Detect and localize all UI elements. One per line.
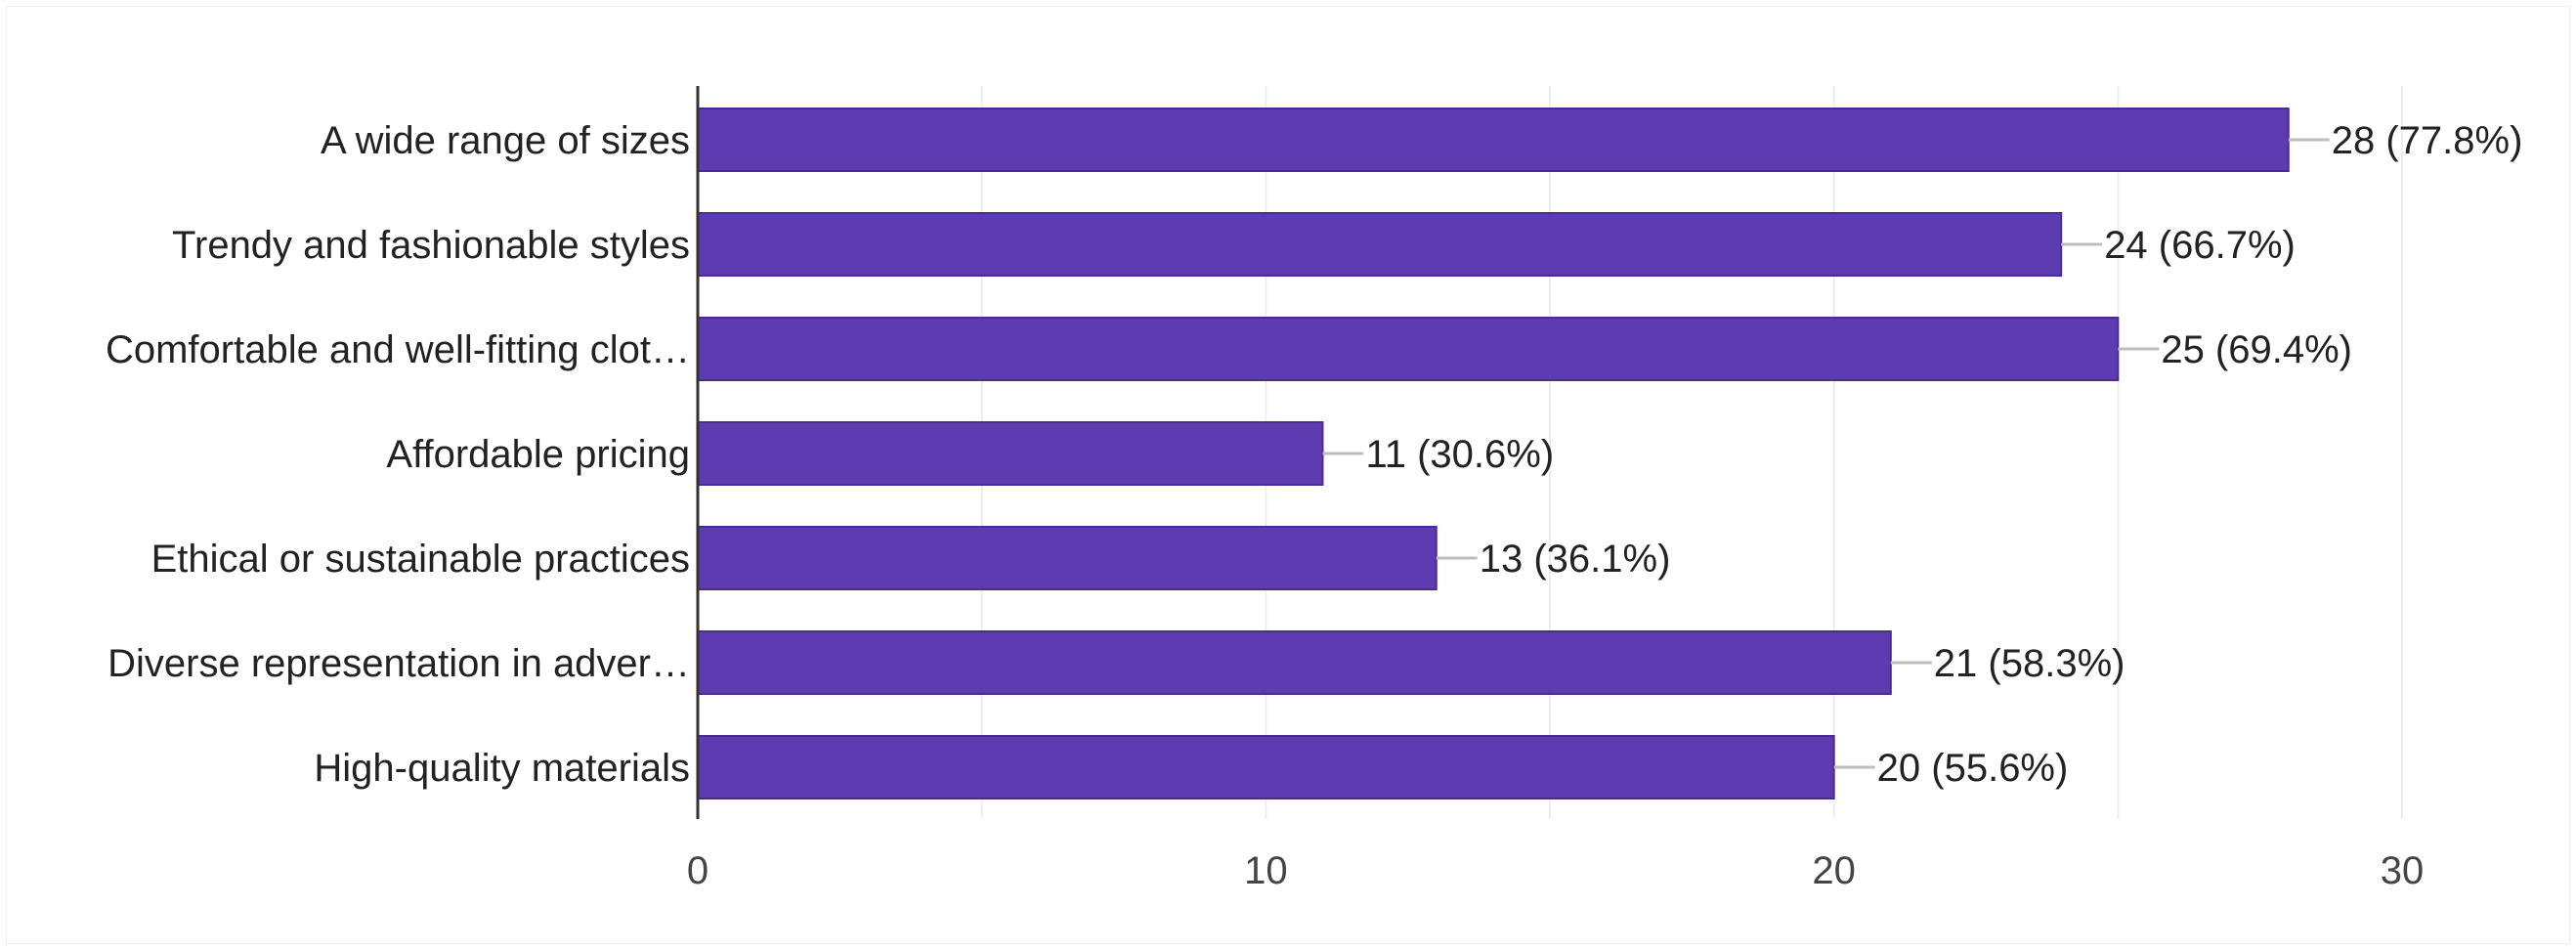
category-labels: A wide range of sizes Trendy and fashiona… xyxy=(106,119,690,790)
category-label: Comfortable and well-fitting clot… xyxy=(106,328,690,371)
x-tick-label: 10 xyxy=(1244,849,1288,892)
category-label: Ethical or sustainable practices xyxy=(151,538,690,581)
data-label: 28 (77.8%) xyxy=(2332,119,2523,162)
data-label: 21 (58.3%) xyxy=(1934,642,2125,685)
bar[interactable] xyxy=(697,212,2063,277)
bar[interactable] xyxy=(697,526,1438,590)
category-label: A wide range of sizes xyxy=(321,119,690,162)
data-label: 13 (36.1%) xyxy=(1480,538,1671,581)
bar[interactable] xyxy=(697,108,2290,172)
category-label: Trendy and fashionable styles xyxy=(172,224,690,267)
x-axis-ticks: 0 10 20 30 xyxy=(687,849,2424,892)
x-tick-label: 20 xyxy=(1812,849,1856,892)
category-label: High-quality materials xyxy=(314,747,690,790)
bar[interactable] xyxy=(697,735,1835,799)
category-label: Affordable pricing xyxy=(386,433,690,476)
data-label: 25 (69.4%) xyxy=(2161,328,2352,371)
x-tick-label: 30 xyxy=(2381,849,2425,892)
x-tick-label: 0 xyxy=(687,849,708,892)
bar[interactable] xyxy=(697,630,1892,695)
data-label: 20 (55.6%) xyxy=(1877,747,2069,790)
bars xyxy=(697,108,2290,799)
bar[interactable] xyxy=(697,421,1324,486)
leader-lines xyxy=(1322,138,2330,769)
data-label: 24 (66.7%) xyxy=(2104,224,2296,267)
data-label: 11 (30.6%) xyxy=(1365,433,1554,476)
category-label: Diverse representation in adver… xyxy=(107,642,690,685)
bar[interactable] xyxy=(697,317,2120,381)
data-labels: 28 (77.8%) 24 (66.7%) 25 (69.4%) 11 (30.6%)… xyxy=(1365,119,2522,790)
gridlines xyxy=(980,86,2403,819)
